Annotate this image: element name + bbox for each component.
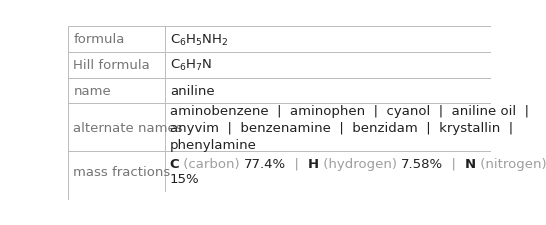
Text: (carbon): (carbon) [180, 157, 244, 170]
Text: C$_6$H$_7$N: C$_6$H$_7$N [170, 58, 212, 73]
Text: name: name [73, 85, 111, 98]
Text: aminobenzene  |  aminophen  |  cyanol  |  aniline oil  |
anyvim  |  benzenamine : aminobenzene | aminophen | cyanol | anil… [170, 104, 529, 151]
Text: |: | [443, 157, 465, 170]
Text: C: C [170, 157, 180, 170]
Text: H: H [308, 157, 319, 170]
Text: (hydrogen): (hydrogen) [319, 157, 401, 170]
Text: formula: formula [73, 33, 124, 46]
Text: |: | [287, 157, 308, 170]
Text: 15%: 15% [170, 173, 199, 185]
Text: C$_6$H$_5$NH$_2$: C$_6$H$_5$NH$_2$ [170, 32, 228, 47]
Text: N: N [465, 157, 476, 170]
Text: mass fractions: mass fractions [73, 165, 170, 178]
Text: aniline: aniline [170, 85, 215, 98]
Text: 77.4%: 77.4% [244, 157, 287, 170]
Text: 7.58%: 7.58% [401, 157, 443, 170]
Text: (nitrogen): (nitrogen) [476, 157, 546, 170]
Text: Hill formula: Hill formula [73, 59, 150, 72]
Text: alternate names: alternate names [73, 121, 183, 134]
